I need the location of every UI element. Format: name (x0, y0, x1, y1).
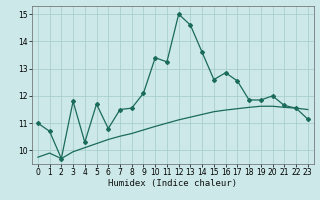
X-axis label: Humidex (Indice chaleur): Humidex (Indice chaleur) (108, 179, 237, 188)
